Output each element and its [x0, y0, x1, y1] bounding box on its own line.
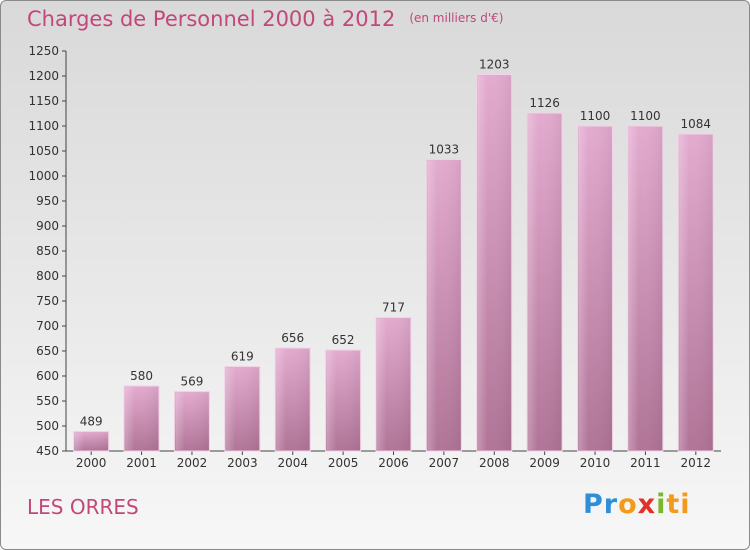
chart-data-labels: 489 580 569 619 656 652 717 1033 1203 1126 1100 110… — [80, 58, 711, 429]
x-tick-label: 2001 — [126, 456, 157, 470]
data-label: 1100 — [580, 109, 611, 123]
y-tick-label: 1000 — [28, 169, 59, 183]
y-tick-label: 600 — [36, 369, 59, 383]
data-label: 580 — [130, 369, 153, 383]
bar-shine — [377, 318, 410, 450]
x-tick-label: 2008 — [479, 456, 510, 470]
y-tick-label: 1150 — [28, 94, 59, 108]
chart-axes: 450 500 550 600 650 700 750 800 850 900 950 1000 105… — [28, 44, 721, 470]
bar-shine — [175, 392, 209, 450]
location-name: LES ORRES — [27, 495, 139, 519]
bar-shine — [326, 351, 360, 450]
bar-shine — [628, 127, 662, 450]
x-tick-label: 2007 — [429, 456, 460, 470]
y-tick-label: 750 — [36, 294, 59, 308]
y-tick-label: 1050 — [28, 144, 59, 158]
brand-part: i — [656, 489, 667, 520]
x-tick-label: 2006 — [378, 456, 409, 470]
bar-shine — [276, 349, 310, 450]
bar-shine — [679, 135, 713, 450]
chart-title-text: Charges de Personnel 2000 à 2012 — [27, 7, 396, 31]
data-label: 1203 — [479, 58, 510, 72]
y-tick-label: 950 — [36, 194, 59, 208]
data-label: 717 — [382, 301, 405, 315]
x-tick-label: 2010 — [580, 456, 611, 470]
y-tick-label: 450 — [36, 444, 59, 458]
y-tick-label: 1200 — [28, 69, 59, 83]
data-label: 619 — [231, 350, 254, 364]
x-tick-label: 2009 — [529, 456, 560, 470]
y-tick-label: 550 — [36, 394, 59, 408]
y-tick-label: 1100 — [28, 119, 59, 133]
bar-shine — [427, 160, 461, 450]
x-tick-label: 2000 — [76, 456, 107, 470]
data-label: 489 — [80, 415, 103, 429]
chart-bars — [73, 74, 714, 452]
brand-part: o — [618, 489, 638, 520]
bar-shine — [477, 75, 511, 450]
x-tick-label: 2003 — [227, 456, 258, 470]
y-tick-label: 700 — [36, 319, 59, 333]
brand-part: x — [637, 489, 657, 520]
data-label: 656 — [281, 331, 304, 345]
y-tick-label: 800 — [36, 269, 59, 283]
x-tick-label: 2002 — [177, 456, 208, 470]
brand-part: Pr — [583, 489, 619, 520]
y-tick-label: 900 — [36, 219, 59, 233]
brand-logo[interactable]: Proxiti — [583, 489, 691, 520]
brand-part: ti — [666, 489, 691, 520]
data-label: 1084 — [681, 117, 712, 131]
y-tick-label: 500 — [36, 419, 59, 433]
y-tick-label: 650 — [36, 344, 59, 358]
bar-shine — [125, 387, 159, 450]
bar-shine — [528, 114, 562, 450]
bar-shine — [225, 367, 259, 450]
bar-shine — [578, 127, 612, 450]
data-label: 1126 — [529, 96, 560, 110]
data-label: 1033 — [429, 143, 460, 157]
y-tick-label: 850 — [36, 244, 59, 258]
data-label: 652 — [332, 333, 355, 347]
data-label: 569 — [181, 375, 204, 389]
data-label: 1100 — [630, 109, 661, 123]
x-tick-label: 2011 — [630, 456, 661, 470]
x-tick-label: 2012 — [681, 456, 712, 470]
x-tick-label: 2005 — [328, 456, 359, 470]
bar-shine — [74, 432, 108, 450]
y-tick-label: 1250 — [28, 44, 59, 58]
x-tick-label: 2004 — [277, 456, 308, 470]
chart-subtitle: (en milliers d'€) — [409, 11, 504, 25]
chart-title: Charges de Personnel 2000 à 2012 (en mill… — [27, 7, 503, 31]
